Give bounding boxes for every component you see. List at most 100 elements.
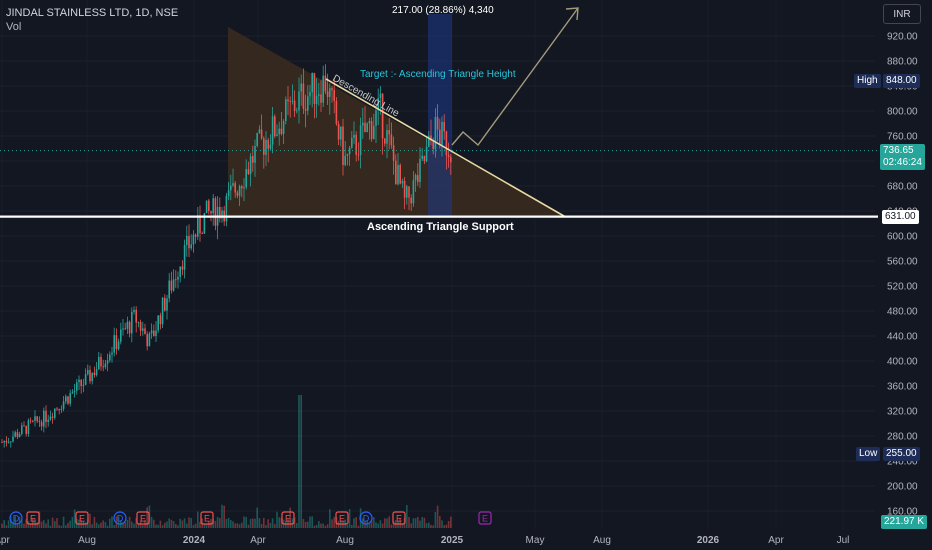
candle-body — [142, 328, 144, 331]
candle-body — [333, 90, 335, 101]
volume-bar — [377, 523, 379, 528]
candle-body — [395, 160, 397, 185]
volume-bar — [10, 516, 12, 528]
volume-bar — [102, 520, 104, 528]
volume-bar — [60, 525, 63, 528]
candle-body — [54, 408, 56, 418]
earnings-marker[interactable]: E — [478, 511, 492, 525]
volume-bar — [293, 517, 296, 528]
countdown-timer: 02:46:24 — [880, 156, 925, 170]
x-tick-label: Aug — [78, 535, 96, 546]
candle-body — [326, 91, 329, 97]
volume-bar — [36, 522, 38, 528]
dividend-marker[interactable]: D — [113, 511, 127, 525]
candle-body — [168, 280, 170, 299]
descending-trendline[interactable] — [325, 78, 566, 218]
dividend-marker[interactable]: D — [359, 511, 373, 525]
candle-body — [421, 155, 423, 159]
candle-body — [69, 393, 71, 404]
volume-bar — [298, 395, 300, 528]
volume-bar — [172, 521, 175, 528]
candle-body — [379, 93, 382, 98]
chart-grid — [0, 35, 875, 512]
earnings-marker[interactable]: E — [281, 511, 295, 525]
y-tick-label: 400.00 — [887, 357, 918, 368]
volume-bar — [89, 513, 91, 528]
dividend-marker[interactable]: D — [9, 511, 23, 525]
candle-body — [260, 129, 263, 139]
x-tick-label: Apr — [0, 535, 10, 546]
candle-body — [3, 440, 5, 443]
candle-body — [276, 134, 278, 137]
volume-bar — [289, 507, 291, 528]
candle-body — [359, 125, 362, 155]
candle-body — [38, 420, 41, 423]
earnings-marker[interactable]: E — [26, 511, 40, 525]
volume-bar — [269, 522, 272, 528]
candle-body — [232, 183, 234, 186]
earnings-marker[interactable]: E — [75, 511, 89, 525]
volume-bar — [199, 522, 201, 528]
x-tick-label: 2024 — [183, 535, 206, 546]
volume-bar — [166, 521, 168, 528]
volume-bar — [159, 520, 162, 528]
candle-body — [342, 126, 344, 165]
earnings-marker[interactable]: E — [392, 511, 406, 525]
y-tick-label: 360.00 — [887, 382, 918, 393]
candle-body — [403, 180, 406, 198]
candle-body — [203, 213, 206, 234]
candle-body — [29, 420, 32, 422]
earnings-marker[interactable]: E — [136, 511, 150, 525]
candle-body — [100, 356, 102, 367]
volume-bar — [146, 507, 148, 528]
volume-bar — [177, 525, 179, 528]
candle-body — [247, 169, 250, 175]
candle-body — [381, 93, 384, 139]
candle-body — [373, 125, 375, 140]
volume-indicator-label[interactable]: Vol — [6, 21, 22, 33]
volume-bar — [14, 516, 16, 528]
candle-body — [370, 121, 373, 140]
candle-body — [91, 372, 93, 382]
x-tick-label: Jul — [837, 535, 850, 546]
volume-bar — [364, 521, 366, 528]
svg-text:E: E — [30, 514, 36, 524]
volume-bar — [3, 520, 5, 528]
candle-body — [170, 280, 173, 291]
volume-value: 221.97 K — [881, 515, 928, 529]
candle-body — [357, 154, 360, 156]
candle-body — [194, 234, 197, 237]
measure-range-box[interactable] — [428, 14, 452, 217]
candle-body — [399, 164, 401, 184]
candle-body — [432, 140, 434, 149]
candle-body — [414, 175, 417, 181]
volume-bar — [406, 505, 408, 528]
y-axis-ticks: 920.00880.00840.00800.00760.00720.00680.… — [887, 32, 918, 518]
svg-text:E: E — [482, 514, 488, 524]
volume-bar — [265, 525, 267, 528]
y-tick-label: 520.00 — [887, 282, 918, 293]
volume-bar — [280, 517, 283, 528]
last-price-value: 736.65 — [880, 144, 925, 158]
earnings-marker[interactable]: E — [200, 511, 214, 525]
volume-bar — [47, 519, 49, 528]
volume-bar — [32, 518, 34, 528]
candle-body — [51, 416, 54, 418]
volume-bar — [434, 511, 437, 528]
y-tick-label: 320.00 — [887, 407, 918, 418]
volume-bar — [155, 524, 157, 528]
candle-body — [406, 186, 408, 198]
candle-body — [43, 410, 45, 427]
volume-bar — [219, 518, 221, 528]
volume-bar — [388, 516, 390, 528]
earnings-marker[interactable]: E — [335, 511, 349, 525]
symbol-title[interactable]: JINDAL STAINLESS LTD, 1D, NSE — [6, 7, 179, 19]
candle-body — [122, 328, 124, 330]
candle-body — [177, 276, 179, 280]
target-projection-arrow[interactable] — [451, 7, 579, 147]
currency-button[interactable]: INR — [883, 4, 921, 24]
y-tick-label: 920.00 — [887, 32, 918, 43]
candle-body — [192, 234, 195, 245]
candle-body — [164, 297, 166, 311]
